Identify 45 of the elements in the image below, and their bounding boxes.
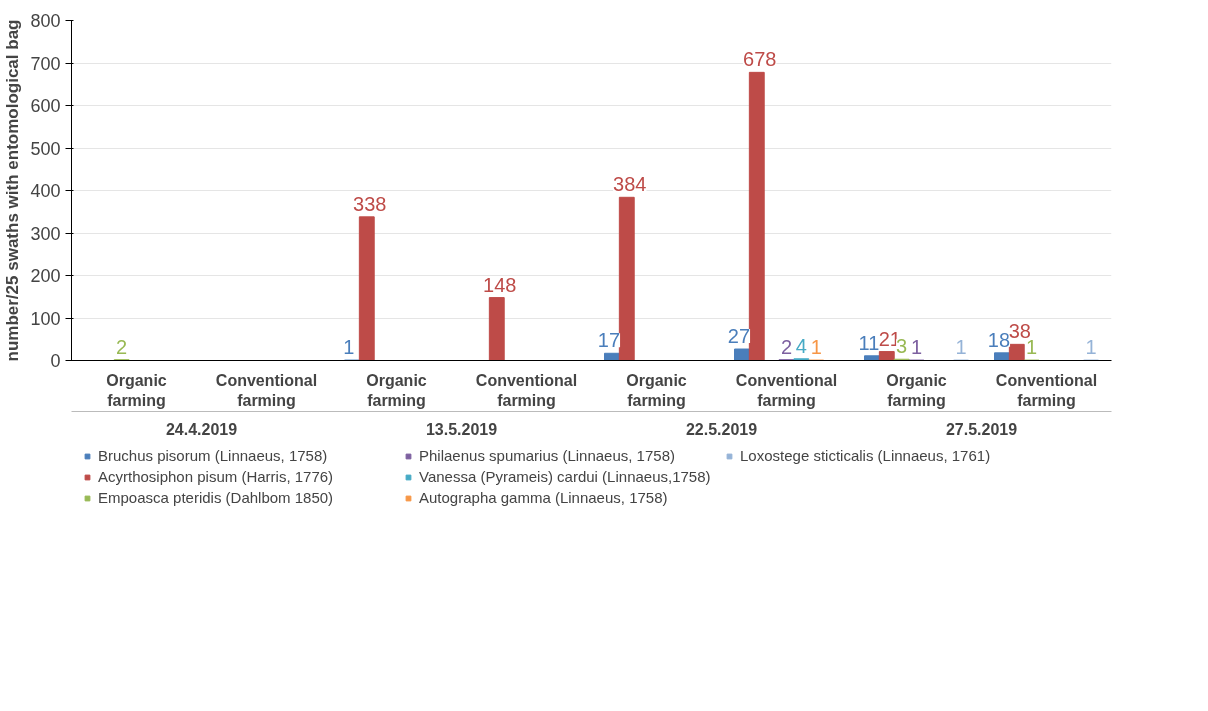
x-tick-label: Conventional farming bbox=[995, 371, 1098, 409]
y-tick-label: 0 bbox=[50, 351, 61, 371]
y-tick-label: 300 bbox=[30, 223, 61, 244]
data-label: 11 bbox=[858, 331, 880, 354]
text: 24.4.2019 bbox=[165, 420, 238, 438]
data-label: 1 bbox=[955, 336, 967, 359]
data-label: 1 bbox=[343, 336, 355, 359]
y-tick-label: 100 bbox=[30, 308, 61, 329]
data-label: 338 bbox=[353, 192, 387, 215]
data-label: 27 bbox=[727, 325, 751, 348]
data-label: 1 bbox=[910, 336, 923, 359]
legend-label: Vanessa (Pyrameis) cardui (Linnaeus,1758) bbox=[419, 468, 712, 485]
x-tick-label: Organic farming bbox=[106, 371, 167, 409]
data-label: 2 bbox=[780, 335, 793, 358]
data-label: 4 bbox=[795, 334, 807, 357]
y-axis-title: number/25 swaths with entomological bag bbox=[3, 19, 23, 362]
data-label: 18 bbox=[987, 328, 1011, 351]
x-tick-label: Organic farming bbox=[626, 371, 687, 409]
legend-label: Philaenus spumarius (Linnaeus, 1758) bbox=[419, 447, 676, 464]
y-tick-label: 400 bbox=[30, 181, 61, 201]
y-tick-label: 700 bbox=[30, 53, 61, 74]
x-tick-label: Conventional farming bbox=[735, 371, 838, 409]
y-tick-label: 500 bbox=[30, 138, 61, 159]
legend-label: Loxostege sticticalis (Linnaeus, 1761) bbox=[740, 447, 992, 464]
data-label: 384 bbox=[613, 173, 647, 196]
text: 22.5.2019 bbox=[685, 420, 758, 438]
y-tick-label: 800 bbox=[30, 11, 61, 31]
data-label: 678 bbox=[743, 48, 777, 71]
data-label: 2 bbox=[116, 335, 128, 358]
data-label: 1 bbox=[810, 336, 822, 359]
data-label: 148 bbox=[483, 273, 517, 296]
legend-label: Acyrthosiphon pisum (Harris, 1776) bbox=[98, 468, 335, 485]
legend-label: Bruchus pisorum (Linnaeus, 1758) bbox=[98, 447, 329, 464]
data-label: 1 bbox=[1085, 336, 1097, 359]
x-tick-label: Conventional farming bbox=[475, 371, 578, 409]
text: 27.5.2019 bbox=[945, 420, 1018, 438]
x-tick-label: Organic farming bbox=[886, 371, 947, 409]
legend-label: Autographa gamma (Linnaeus, 1758) bbox=[419, 489, 669, 506]
x-tick-label: Conventional farming bbox=[215, 371, 318, 409]
text: 13.5.2019 bbox=[425, 420, 498, 438]
y-tick-label: 200 bbox=[30, 266, 61, 286]
x-tick-label: Organic farming bbox=[366, 371, 427, 409]
data-label: 17 bbox=[597, 329, 621, 352]
legend-label: Empoasca pteridis (Dahlbom 1850) bbox=[98, 489, 335, 506]
y-tick-label: 600 bbox=[30, 96, 61, 116]
